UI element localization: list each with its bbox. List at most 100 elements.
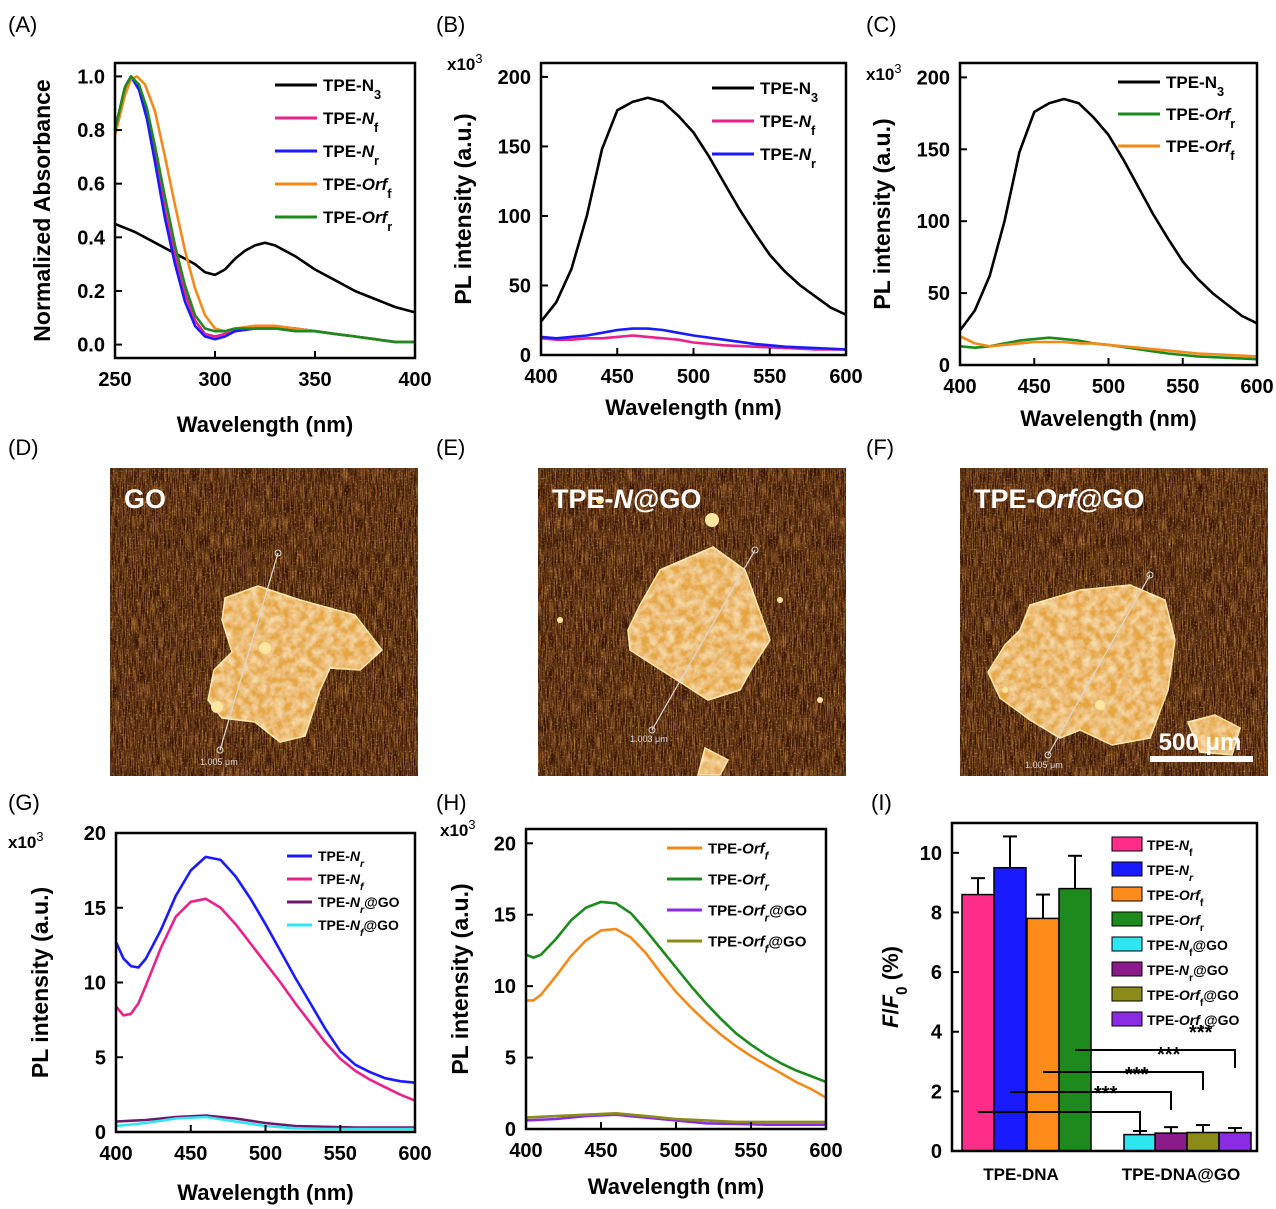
chart-panel: (A) 250 300 350 400 0.0 0.2 0.4 0.6 0.8 1.0 Wavelen…: [8, 12, 432, 437]
legend-entry: TPE-Orfr: [708, 871, 770, 893]
legend-swatch: [1111, 886, 1143, 902]
legend-entry: TPE-Orfr: [1166, 105, 1235, 131]
x-tick-label: 600: [1240, 376, 1273, 398]
measurement-label: 1.005 μm: [200, 757, 238, 767]
measurement-end: [216, 746, 224, 754]
graphene-oxide-flake: [1186, 714, 1241, 756]
x-tick-label: 400: [99, 1143, 132, 1165]
y-tick-label: 0: [931, 1141, 942, 1163]
y-tick-label: 15: [494, 905, 516, 927]
plot-frame: [113, 61, 417, 360]
x-tick-label: 400: [943, 376, 976, 398]
group-label: TPE-DNA: [983, 1165, 1059, 1184]
legend-entry: TPE-Orff: [1147, 887, 1204, 909]
legend: TPE-N3 TPE-Nf TPE-Nr TPE-Orff TPE-Orfr: [275, 76, 392, 234]
legend-entry: TPE-Orff@GO: [708, 933, 807, 955]
legend-entry: TPE-Nf: [318, 871, 365, 893]
x-tick-label: 450: [1018, 376, 1051, 398]
series-line: [539, 96, 847, 323]
x-tick-label: 500: [1092, 376, 1125, 398]
y-tick-label: 0: [505, 1119, 516, 1141]
legend-entry: TPE-Orff: [1166, 137, 1235, 163]
bar: [1186, 1131, 1220, 1152]
y-axis-title: PL intensity (a.u.): [450, 113, 476, 304]
afm-particle: [817, 697, 823, 703]
y-axis-title: PL intensity (a.u.): [27, 887, 53, 1078]
bar: [1026, 917, 1060, 1152]
x-tick-label: 550: [1166, 376, 1199, 398]
x-axis-title: Wavelength (nm): [1020, 406, 1196, 431]
scale-bar-label: 500 μm: [1159, 729, 1242, 756]
x-tick-label: 500: [677, 366, 710, 388]
x-axis-title: Wavelength (nm): [177, 412, 353, 437]
y-tick-label: 150: [498, 136, 531, 158]
panel-letter: (C): [866, 12, 897, 37]
significance-label: ***: [1189, 1022, 1213, 1044]
y-tick-label: 10: [494, 976, 516, 998]
series-line: [959, 335, 1258, 358]
series-line: [113, 75, 415, 344]
y-axis-title: Normalized Absorbance: [29, 79, 55, 341]
bar: [1218, 1131, 1252, 1152]
legend-entry: TPE-Nr: [323, 142, 379, 168]
legend-entry: TPE-Nr: [318, 848, 365, 870]
legend-entry: TPE-Nr: [760, 145, 816, 171]
panel-letter: (G): [8, 790, 40, 815]
bar: [993, 866, 1027, 1152]
y-tick-label: 8: [931, 902, 942, 924]
measurement-label: 1.003 μm: [630, 734, 668, 744]
legend-entry: TPE-Orfr: [323, 208, 392, 234]
legend-entry: TPE-Orfr: [1147, 912, 1204, 934]
panel-letter: (B): [436, 12, 465, 37]
legend-entry: TPE-Nf@GO: [1147, 937, 1228, 959]
x-tick-label: 400: [524, 366, 557, 388]
afm-particle: [1002, 687, 1008, 693]
chart-panel: (G) 400 450 500 550 600 0 5 10 15 20 Wavelength (nm…: [8, 790, 432, 1205]
x-tick-label: 450: [601, 366, 634, 388]
bar: [1058, 887, 1092, 1152]
x-tick-label: 600: [829, 366, 862, 388]
series-line: [959, 336, 1258, 361]
x-tick-label: 500: [659, 1140, 692, 1162]
y-tick-label: 5: [505, 1048, 516, 1070]
x-axis-title: Wavelength (nm): [588, 1174, 764, 1199]
series-line: [115, 1114, 415, 1129]
legend-swatch: [1111, 1011, 1143, 1027]
afm-particle: [259, 642, 271, 654]
x-tick-label: 450: [584, 1140, 617, 1162]
graphene-oxide-flake: [697, 746, 730, 776]
y-axis-title: PL intensity (a.u.): [447, 883, 473, 1074]
legend-swatch: [1111, 936, 1143, 952]
significance-bracket: [978, 1111, 1141, 1130]
measurement-line: [651, 549, 756, 731]
x-tick-label: 550: [753, 366, 786, 388]
y-tick-label: 200: [498, 67, 531, 89]
afm-image: 1.003 μm TPE-N@GO: [538, 468, 846, 776]
y-scale-exponent: x103: [866, 61, 901, 85]
legend-entry: TPE-Nr@GO: [1147, 962, 1229, 984]
afm-sample-label: TPE-N@GO: [552, 484, 701, 514]
plot-frame: [524, 827, 828, 1131]
chart-panel: (I) 0 2 4 6 8 10 TPE-DNA TPE-DNA@GO F/F0 (%) *** **…: [871, 790, 1259, 1184]
measurement-end: [648, 726, 656, 734]
afm-sample-label: TPE-Orf@GO: [974, 484, 1144, 514]
x-tick-label: 600: [809, 1140, 842, 1162]
scale-bar: [1150, 756, 1253, 762]
y-tick-label: 0.0: [77, 335, 105, 357]
afm-particle: [596, 496, 604, 504]
panel-letter: (H): [436, 790, 467, 815]
y-tick-label: 150: [917, 139, 950, 161]
series-line: [540, 327, 847, 351]
measurement-end: [1146, 571, 1154, 579]
y-tick-label: 0: [939, 355, 950, 377]
panel-letter: (A): [8, 12, 37, 37]
graphene-oxide-flake: [207, 585, 384, 743]
y-tick-label: 0: [95, 1122, 106, 1144]
legend: TPE-N3 TPE-Nf TPE-Nr: [712, 79, 818, 171]
plot-frame: [539, 61, 848, 357]
y-tick-label: 4: [931, 1022, 943, 1044]
chart-panel: (H) 400 450 500 550 600 0 5 10 15 20 Wavelength (nm…: [436, 790, 843, 1199]
afm-particle: [557, 617, 563, 623]
afm-particle: [777, 597, 783, 603]
